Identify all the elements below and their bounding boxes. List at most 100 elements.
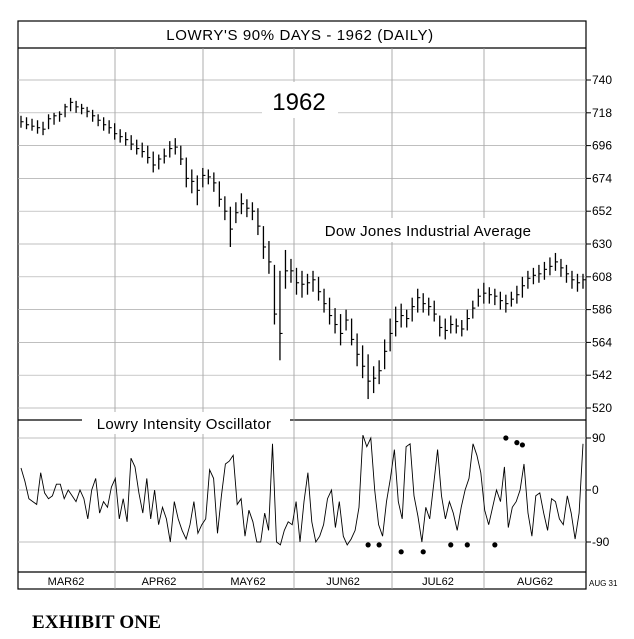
price-bar xyxy=(169,141,173,158)
price-bar xyxy=(510,291,514,307)
price-tick-label: 696 xyxy=(592,139,612,153)
price-bar xyxy=(466,309,470,331)
month-label: AUG62 xyxy=(517,576,553,588)
ninety-percent-day-marker xyxy=(503,435,509,441)
oscillator-series-line xyxy=(20,434,584,546)
price-bar xyxy=(180,145,184,165)
oscillator-tick-label: 90 xyxy=(592,431,606,445)
price-bar xyxy=(119,129,123,143)
price-bar xyxy=(229,206,233,247)
price-bar xyxy=(213,172,217,192)
price-bar xyxy=(262,226,267,259)
price-tick-label: 520 xyxy=(592,401,612,415)
price-bar xyxy=(130,135,134,151)
price-bar xyxy=(218,181,222,207)
price-bar xyxy=(372,366,377,394)
chart-svg: LOWRY'S 90% DAYS - 1962 (DAILY) 1962 Dow… xyxy=(17,20,618,590)
oscillator-series-label: Lowry Intensity Oscillator xyxy=(97,416,272,433)
price-bar xyxy=(383,339,388,370)
price-bar xyxy=(20,115,24,128)
ninety-percent-day-marker xyxy=(376,542,382,548)
month-label: MAY62 xyxy=(230,576,265,588)
price-tick-label: 586 xyxy=(592,303,612,317)
price-bar xyxy=(422,293,426,313)
price-bar xyxy=(108,120,112,134)
price-bar xyxy=(102,117,107,131)
price-bar xyxy=(521,276,525,298)
exhibit-caption: EXHIBIT ONE xyxy=(32,612,162,633)
month-label: JUL62 xyxy=(422,576,454,588)
price-bar xyxy=(334,308,338,334)
price-bar xyxy=(224,196,228,221)
price-bar xyxy=(58,111,63,122)
ninety-percent-day-marker xyxy=(448,542,454,548)
price-bar xyxy=(345,309,349,331)
price-bar xyxy=(191,169,195,194)
price-bar xyxy=(279,270,283,361)
price-bar xyxy=(565,264,570,283)
price-bar xyxy=(417,288,421,313)
price-bar xyxy=(472,300,476,319)
price-tick-label: 564 xyxy=(592,335,612,349)
price-bar xyxy=(152,151,156,173)
price-bar xyxy=(444,318,448,340)
price-tick-label: 652 xyxy=(592,204,612,218)
price-bar xyxy=(268,241,272,274)
ninety-percent-day-marker xyxy=(492,542,498,548)
price-bar xyxy=(246,199,250,218)
price-tick-label: 740 xyxy=(592,73,612,87)
price-bar xyxy=(339,314,344,346)
chart-title: LOWRY'S 90% DAYS - 1962 (DAILY) xyxy=(166,27,433,44)
price-tick-label: 630 xyxy=(592,237,612,251)
price-bars xyxy=(20,97,586,400)
price-bar xyxy=(290,258,294,283)
price-tick-label: 718 xyxy=(592,106,612,120)
price-bar xyxy=(69,97,74,112)
price-bar xyxy=(141,142,145,158)
price-bar xyxy=(185,157,189,188)
price-bar xyxy=(328,297,333,325)
price-bar xyxy=(312,270,316,292)
price-bar xyxy=(499,291,503,310)
dow-label-background xyxy=(306,218,550,242)
price-bar xyxy=(538,264,542,283)
grid-lines xyxy=(18,48,586,589)
price-bar xyxy=(549,257,553,276)
price-bar xyxy=(36,120,41,134)
price-bar xyxy=(240,193,244,215)
y-axis-ticks: 740 718 696 674 652 630 608 586 564 542 520 90 0 -90 xyxy=(586,73,612,549)
price-bar xyxy=(428,297,432,316)
price-tick-label: 608 xyxy=(592,270,612,284)
price-bar xyxy=(350,318,355,346)
price-bar xyxy=(80,103,85,115)
dow-series-label: Dow Jones Industrial Average xyxy=(325,223,532,240)
ninety-percent-day-marker xyxy=(420,549,426,555)
price-bar xyxy=(395,306,399,337)
price-tick-label: 542 xyxy=(592,368,612,382)
price-bar xyxy=(378,360,382,385)
price-bar xyxy=(196,175,200,206)
price-bar xyxy=(207,169,211,185)
price-bar xyxy=(86,106,90,118)
price-bar xyxy=(483,282,487,304)
price-bar xyxy=(400,303,404,328)
price-bar xyxy=(91,109,96,122)
price-bar xyxy=(136,139,140,155)
price-bar xyxy=(53,112,57,125)
x-axis-labels: MAR62 APR62 MAY62 JUN62 JUL62 AUG62 AUG 31 xyxy=(48,576,618,588)
price-bar xyxy=(406,309,410,328)
price-bar xyxy=(560,258,564,277)
month-label: MAR62 xyxy=(48,576,85,588)
price-bar xyxy=(361,345,366,379)
price-bar xyxy=(251,202,256,221)
price-bar xyxy=(367,354,371,400)
price-bar xyxy=(582,273,586,289)
plot-border xyxy=(17,20,587,590)
price-bar xyxy=(174,138,178,155)
ninety-percent-day-marker xyxy=(464,542,470,548)
month-label: APR62 xyxy=(142,576,177,588)
price-bar xyxy=(433,300,437,322)
price-bar xyxy=(47,114,52,130)
price-bar xyxy=(576,273,581,292)
price-bar xyxy=(147,145,151,164)
